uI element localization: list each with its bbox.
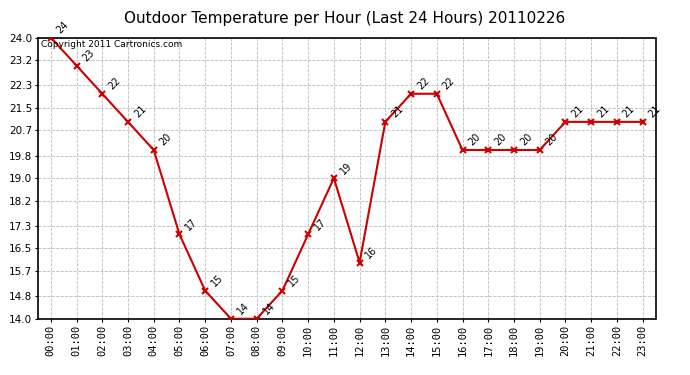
Text: 22: 22 bbox=[415, 76, 431, 92]
Text: 14: 14 bbox=[235, 301, 251, 316]
Text: 21: 21 bbox=[570, 104, 585, 120]
Text: 21: 21 bbox=[132, 104, 148, 120]
Text: 17: 17 bbox=[313, 216, 328, 232]
Text: 15: 15 bbox=[209, 273, 225, 288]
Text: 21: 21 bbox=[595, 104, 611, 120]
Text: 20: 20 bbox=[518, 132, 534, 148]
Text: 16: 16 bbox=[364, 244, 380, 260]
Text: 20: 20 bbox=[544, 132, 560, 148]
Text: 19: 19 bbox=[338, 160, 354, 176]
Text: 20: 20 bbox=[466, 132, 482, 148]
Text: Copyright 2011 Cartronics.com: Copyright 2011 Cartronics.com bbox=[41, 40, 182, 50]
Text: Outdoor Temperature per Hour (Last 24 Hours) 20110226: Outdoor Temperature per Hour (Last 24 Ho… bbox=[124, 11, 566, 26]
Text: 22: 22 bbox=[106, 76, 122, 92]
Text: 17: 17 bbox=[184, 216, 199, 232]
Text: 14: 14 bbox=[261, 301, 277, 316]
Text: 23: 23 bbox=[81, 48, 97, 63]
Text: 20: 20 bbox=[493, 132, 509, 148]
Text: 24: 24 bbox=[55, 20, 71, 35]
Text: 20: 20 bbox=[158, 132, 174, 148]
Text: 21: 21 bbox=[621, 104, 637, 120]
Text: 22: 22 bbox=[441, 76, 457, 92]
Text: 21: 21 bbox=[389, 104, 405, 120]
Text: 21: 21 bbox=[647, 104, 662, 120]
Text: 15: 15 bbox=[286, 273, 302, 288]
